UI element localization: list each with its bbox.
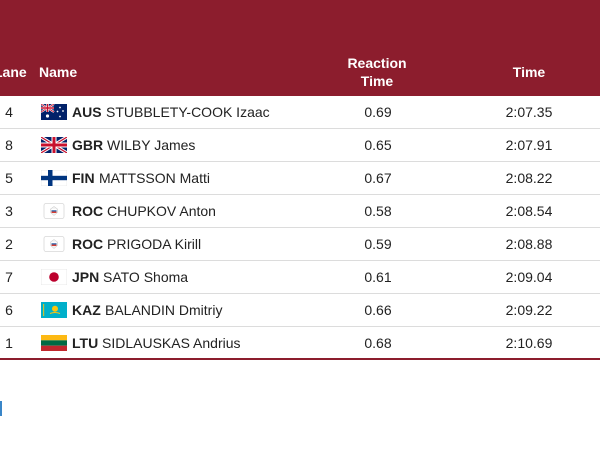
- reaction-time-cell: 0.58: [364, 203, 392, 219]
- athlete-name-link[interactable]: MATTSSON Matti: [99, 170, 210, 186]
- time-cell: 2:07.35: [505, 104, 553, 120]
- reaction-time-cell: 0.61: [364, 269, 392, 285]
- table-row[interactable]: 7 JPN SATO Shoma 0.61 2:09.04: [0, 261, 600, 294]
- table-row[interactable]: 6 KAZ BALANDIN Dmitriy 0.66 2:09.22: [0, 294, 600, 327]
- lane-cell: 5: [5, 170, 13, 186]
- time-column-header: Time: [512, 64, 546, 80]
- lane-cell: 4: [5, 104, 13, 120]
- lane-cell: 2: [5, 236, 13, 252]
- lane-cell: 7: [5, 269, 13, 285]
- table-row[interactable]: 1 LTU SIDLAUSKAS Andrius 0.68 2:10.69: [0, 327, 600, 360]
- reaction-time-cell: 0.66: [364, 302, 392, 318]
- reaction-time-cell: 0.68: [364, 335, 392, 351]
- kazakhstan-flag-icon: [41, 302, 67, 318]
- reaction-time-cell: 0.69: [364, 104, 392, 120]
- athlete-name-link[interactable]: BALANDIN Dmitriy: [105, 302, 223, 318]
- name-column-header: Name: [39, 64, 78, 80]
- australia-flag-icon: [41, 104, 67, 120]
- table-row[interactable]: 2 ROC PRIGODA Kirill 0.59 2:08.88: [0, 228, 600, 261]
- athlete-name-link[interactable]: PRIGODA Kirill: [107, 236, 202, 252]
- country-code: ROC: [72, 236, 104, 252]
- roc-flag-icon: [41, 203, 67, 219]
- lane-cell: 6: [5, 302, 13, 318]
- time-cell: 2:09.22: [505, 302, 553, 318]
- country-code: JPN: [72, 269, 100, 285]
- great-britain-flag-icon: [41, 137, 67, 153]
- reaction-time-column-header: Reaction Time: [340, 54, 414, 90]
- time-cell: 2:09.04: [505, 269, 553, 285]
- lithuania-flag-icon: [41, 335, 67, 351]
- table-row[interactable]: 5 FIN MATTSSON Matti 0.67 2:08.22: [0, 162, 600, 195]
- time-cell: 2:08.54: [505, 203, 553, 219]
- reaction-time-cell: 0.67: [364, 170, 392, 186]
- reaction-time-cell: 0.59: [364, 236, 392, 252]
- japan-flag-icon: [41, 269, 67, 285]
- country-code: KAZ: [72, 302, 101, 318]
- lane-column-header: Lane: [0, 64, 27, 80]
- country-code: GBR: [72, 137, 104, 153]
- lane-cell: 1: [5, 335, 13, 351]
- results-table-body: 4 AUS STUBBLETY-COOK Izaac 0.69 2:07.35 8 GBR W…: [0, 96, 600, 360]
- results-table-header: Lane Name Reaction Time Time: [0, 0, 600, 96]
- athlete-name-link[interactable]: SATO Shoma: [103, 269, 189, 285]
- lane-cell: 3: [5, 203, 13, 219]
- table-row[interactable]: 4 AUS STUBBLETY-COOK Izaac 0.69 2:07.35: [0, 96, 600, 129]
- reaction-header-line1: Reaction: [347, 55, 407, 71]
- country-code: ROC: [72, 203, 104, 219]
- table-row[interactable]: 3 ROC CHUPKOV Anton 0.58 2:08.54: [0, 195, 600, 228]
- country-code: AUS: [72, 104, 102, 120]
- athlete-name-link[interactable]: CHUPKOV Anton: [107, 203, 216, 219]
- roc-flag-icon: [41, 236, 67, 252]
- athlete-name-link[interactable]: WILBY James: [107, 137, 196, 153]
- table-row[interactable]: 8 GBR WILBY James 0.65 2:07.91: [0, 129, 600, 162]
- finland-flag-icon: [41, 170, 67, 186]
- time-cell: 2:07.91: [505, 137, 553, 153]
- time-cell: 2:10.69: [505, 335, 553, 351]
- athlete-name-link[interactable]: SIDLAUSKAS Andrius: [102, 335, 241, 351]
- scroll-indicator: [0, 401, 2, 416]
- reaction-header-line2: Time: [360, 73, 394, 89]
- country-code: FIN: [72, 170, 95, 186]
- country-code: LTU: [72, 335, 99, 351]
- time-cell: 2:08.22: [505, 170, 553, 186]
- lane-cell: 8: [5, 137, 13, 153]
- time-cell: 2:08.88: [505, 236, 553, 252]
- athlete-name-link[interactable]: STUBBLETY-COOK Izaac: [106, 104, 270, 120]
- reaction-time-cell: 0.65: [364, 137, 392, 153]
